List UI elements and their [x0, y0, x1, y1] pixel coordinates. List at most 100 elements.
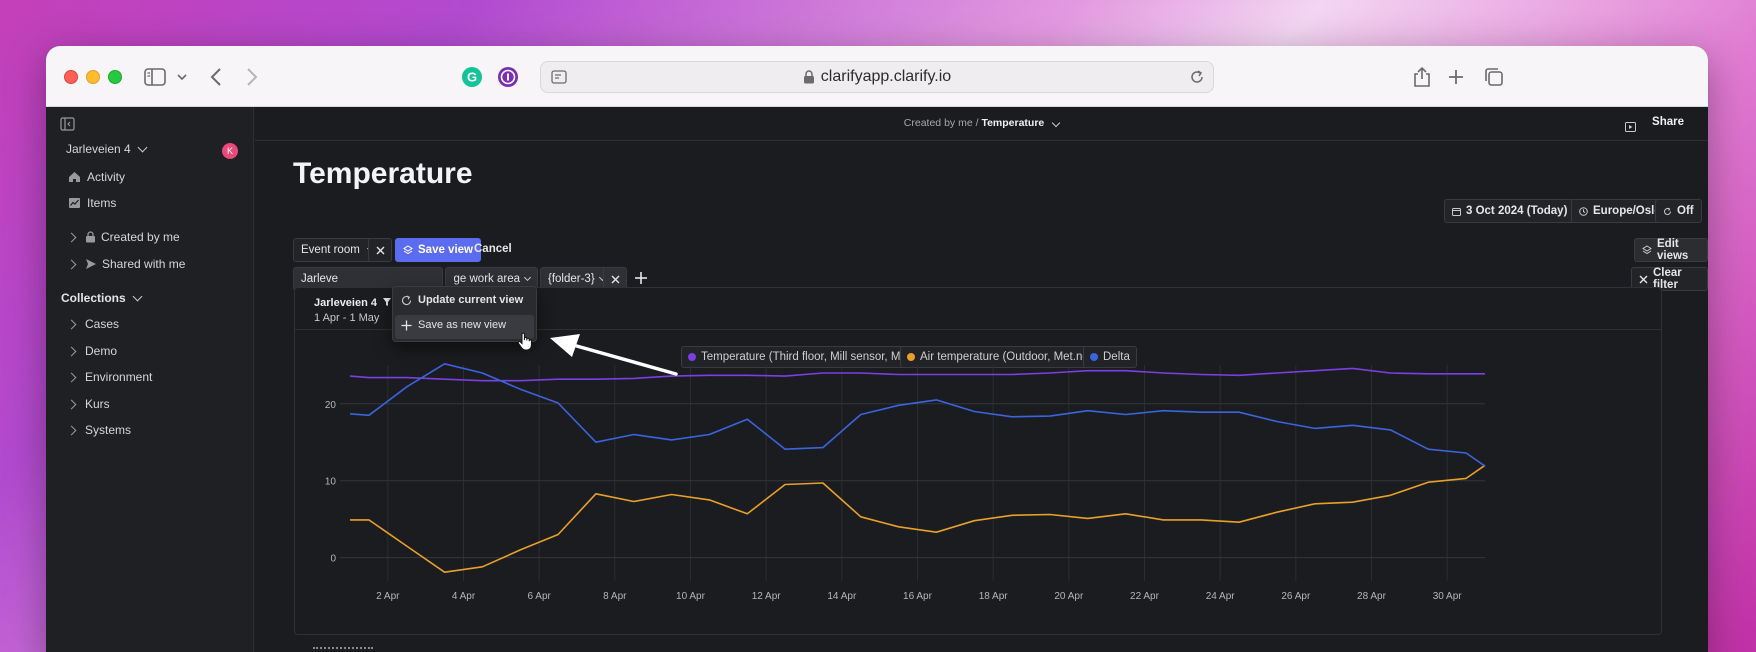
date-picker-button[interactable]: 3 Oct 2024 (Today) [1444, 199, 1576, 223]
cancel-button[interactable]: Cancel [474, 243, 512, 255]
chevron-down-icon[interactable] [1051, 118, 1061, 128]
password-manager-extension-icon[interactable] [496, 62, 520, 92]
send-icon [85, 258, 97, 270]
sidebar-item-label: Created by me [101, 230, 180, 244]
layers-icon [1642, 245, 1652, 255]
breadcrumb-parent[interactable]: Created by me [903, 117, 973, 129]
breadcrumb-separator: / [975, 117, 979, 129]
filter-label: ge work area [453, 273, 520, 285]
app-sidebar: Jarleveien 4 K Activity Items Created by… [46, 107, 254, 652]
collapse-sidebar-icon[interactable] [60, 117, 75, 136]
legend-item-air-temperature[interactable]: Air temperature (Outdoor, Met.no) [900, 346, 1100, 368]
filter-icon[interactable] [383, 298, 392, 306]
series-line [349, 367, 1485, 382]
collection-item[interactable]: Environment [66, 365, 153, 389]
save-as-new-view-option[interactable]: Save as new view [401, 319, 506, 331]
x-tick-label: 26 Apr [1281, 591, 1311, 602]
card-divider [295, 329, 1661, 330]
date-label: 3 Oct 2024 (Today) [1466, 205, 1568, 217]
collection-item[interactable]: Demo [66, 339, 117, 363]
present-icon[interactable] [1625, 119, 1636, 137]
sidebar-item-items[interactable]: Items [68, 191, 116, 215]
sidebar-item-created-by-me[interactable]: Created by me [66, 225, 180, 249]
avatar-letter: K [226, 146, 233, 156]
timezone-label: Europe/Oslo [1593, 205, 1662, 217]
x-tick-label: 2 Apr [376, 591, 400, 602]
legend-item-temperature[interactable]: Temperature (Third floor, Mill sensor, M… [681, 346, 919, 368]
chevron-down-icon [523, 273, 532, 281]
avatar[interactable]: K [222, 143, 238, 159]
reload-icon[interactable] [1189, 69, 1205, 90]
plus-icon [401, 320, 412, 331]
tab-overview-icon[interactable] [1482, 62, 1506, 92]
collections-header[interactable]: Collections [61, 286, 143, 310]
chevron-right-icon[interactable] [66, 372, 77, 382]
auto-refresh-button[interactable]: Off [1655, 199, 1702, 223]
legend-item-delta[interactable]: Delta [1083, 346, 1137, 368]
back-arrow-icon[interactable] [206, 62, 226, 92]
filter-label: {folder-3} [548, 273, 595, 285]
add-content-hint [313, 644, 393, 649]
browser-toolbar: G clarifyapp.clarify.io [46, 46, 1708, 107]
chart-icon [68, 197, 81, 209]
save-view-button[interactable]: Save view [395, 238, 481, 262]
collections-title: Collections [61, 291, 126, 305]
save-as-new-view-highlight [395, 315, 534, 339]
share-button[interactable]: Share [1652, 116, 1684, 128]
chevron-right-icon[interactable] [66, 425, 77, 435]
layers-icon [403, 245, 413, 255]
collection-item[interactable]: Cases [66, 312, 119, 336]
chart-card: Jarleveien 4 1 Apr - 1 May Temperature (… [294, 287, 1662, 635]
share-icon[interactable] [1410, 62, 1434, 92]
chevron-down-icon [137, 142, 148, 152]
sidebar-item-activity[interactable]: Activity [68, 165, 125, 189]
chevron-down-icon[interactable] [174, 62, 190, 92]
update-current-view-option[interactable]: Update current view [401, 294, 523, 306]
x-tick-label: 30 Apr [1433, 591, 1463, 602]
address-bar[interactable]: clarifyapp.clarify.io [540, 61, 1214, 93]
workspace-name: Jarleveien 4 [66, 142, 131, 156]
add-filter-icon[interactable] [634, 271, 648, 290]
new-tab-icon[interactable] [1444, 62, 1468, 92]
view-select-value: Event room [301, 244, 360, 256]
save-view-menu: Update current view Save as new view [392, 286, 537, 342]
sidebar-toggle-icon[interactable] [142, 62, 168, 92]
collection-label: Environment [85, 370, 153, 384]
sidebar-item-shared-with-me[interactable]: Shared with me [66, 252, 185, 276]
zoom-window-button[interactable] [108, 70, 122, 84]
filter-label: Jarleve [301, 273, 339, 285]
workspace-switcher[interactable]: Jarleveien 4 [66, 137, 148, 161]
x-tick-label: 10 Apr [676, 591, 706, 602]
legend-label: Air temperature (Outdoor, Met.no) [920, 351, 1093, 363]
minimize-window-button[interactable] [86, 70, 100, 84]
collection-item[interactable]: Systems [66, 418, 131, 442]
clock-icon [1579, 206, 1588, 216]
chevron-right-icon[interactable] [66, 232, 77, 242]
timezone-button[interactable]: Europe/Oslo [1571, 199, 1670, 223]
chevron-right-icon[interactable] [66, 319, 77, 329]
x-tick-label: 24 Apr [1206, 591, 1236, 602]
line-chart[interactable]: 2 Apr 4 Apr 6 Apr 8 Apr 10 Apr 12 Apr 14 Apr 16… [295, 288, 1661, 636]
breadcrumb-current[interactable]: Temperature [981, 117, 1045, 129]
legend-swatch [688, 353, 696, 361]
grammarly-extension-icon[interactable]: G [460, 62, 484, 92]
svg-text:G: G [467, 70, 477, 85]
collection-item[interactable]: Kurs [66, 392, 110, 416]
clear-view-button[interactable] [368, 238, 392, 262]
view-select[interactable]: Event room [293, 238, 381, 262]
refresh-icon [401, 295, 412, 306]
close-window-button[interactable] [64, 70, 78, 84]
chevron-right-icon[interactable] [66, 259, 77, 269]
chevron-right-icon[interactable] [66, 399, 77, 409]
legend-swatch [1090, 353, 1098, 361]
reader-mode-icon[interactable] [551, 70, 567, 89]
edit-views-button[interactable]: Edit views [1634, 238, 1708, 262]
refresh-label: Off [1677, 205, 1694, 217]
forward-arrow-icon[interactable] [242, 62, 262, 92]
update-option-label: Update current view [418, 294, 524, 306]
hand-cursor-icon [517, 332, 533, 356]
x-tick-label: 28 Apr [1357, 591, 1387, 602]
chevron-right-icon[interactable] [66, 346, 77, 356]
sidebar-item-label: Items [87, 196, 117, 210]
annotation-arrow-icon [550, 334, 678, 376]
